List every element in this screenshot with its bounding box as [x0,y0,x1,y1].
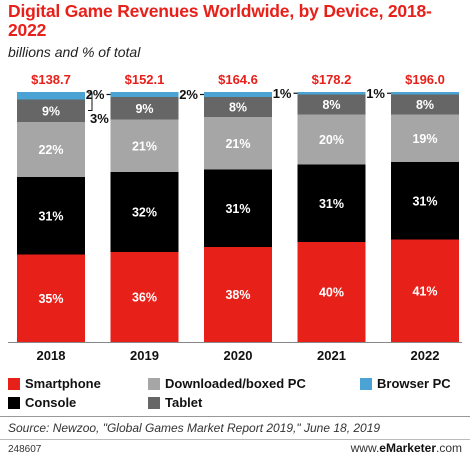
callout-bracket-2018 [88,92,93,111]
bar-segment-console-2018 [17,177,85,255]
source-divider [0,416,470,417]
chart-title: Digital Game Revenues Worldwide, by Devi… [8,1,432,40]
bar-segment-smartphone-2022 [391,239,459,342]
brand-name: eMarketer [379,441,436,455]
legend-item-tablet: Tablet [148,395,202,410]
bar-segment-tablet-2020 [204,97,272,117]
legend-item-browser-pc: Browser PC [360,376,451,391]
chart-subtitle: billions and % of total [8,44,141,60]
bar-segment-browser-pc-2022 [391,92,459,95]
callout-browser-pc-2022: 1% [366,86,391,101]
chart-legend: Smartphone Downloaded/boxed PC Browser P… [8,374,468,414]
legend-label-smartphone: Smartphone [25,376,101,391]
data-label-tablet-2021: 8% [322,98,340,112]
data-label-downloaded-boxed-pc-2020: 21% [225,137,250,151]
data-label-browser-pc-2022: 1% [366,86,385,101]
bar-segment-browser-pc-2021 [297,92,366,95]
callout-browser-pc-2021: 1% [273,86,298,101]
bar-segment-tablet-2022 [391,94,459,115]
bar-segment-tablet-2021 [297,94,366,115]
legend-swatch-downloaded-pc [148,377,160,390]
data-label-console-2018: 31% [38,209,63,223]
data-label-console-2022: 31% [412,194,437,208]
legend-item-smartphone: Smartphone [8,376,101,391]
data-label-browser-pc-2021: 1% [273,86,292,101]
total-label-2021: $178.2 [312,72,352,87]
bar-segment-browser-pc-2018 [17,92,85,100]
callout-browser-pc-2018: 3% [88,92,109,126]
bar-segment-browser-pc-2020 [204,92,272,97]
data-label-smartphone-2022: 41% [412,284,437,298]
data-label-tablet-2019: 9% [135,102,153,116]
x-tick-label-2018: 2018 [37,348,66,363]
data-label-console-2020: 31% [225,202,250,216]
legend-label-tablet: Tablet [165,395,203,410]
legend-item-console: Console [8,395,76,410]
x-tick-label-2022: 2022 [411,348,440,363]
bar-segment-smartphone-2020 [204,247,272,342]
chart-id: 248607 [8,444,42,455]
footer-divider [0,439,470,440]
data-label-smartphone-2020: 38% [225,288,250,302]
data-label-smartphone-2021: 40% [319,286,344,300]
brand-prefix: www. [350,441,380,455]
data-label-console-2021: 31% [319,197,344,211]
data-label-browser-pc-2020: 2% [179,87,198,102]
bar-segment-console-2019 [110,172,179,252]
callout-browser-pc-2019: 2% [86,87,111,102]
bar-segment-downloaded-boxed-pc-2021 [297,114,366,165]
legend-swatch-console [8,396,20,409]
data-label-downloaded-boxed-pc-2021: 20% [319,133,344,147]
callout-browser-pc-2020: 2% [179,87,204,102]
bar-segment-smartphone-2019 [110,252,179,342]
bar-segment-smartphone-2018 [17,254,85,342]
legend-label-downloaded-pc: Downloaded/boxed PC [165,376,306,391]
data-label-downloaded-boxed-pc-2022: 19% [412,132,437,146]
total-label-2022: $196.0 [405,72,445,87]
total-label-2019: $152.1 [125,72,165,87]
stacked-bar-chart: 35% 31% 22% 9% $138.7 2018 36% 32% 21% 9% $152.1 20… [8,72,462,363]
total-label-2020: $164.6 [218,72,258,87]
legend-item-downloaded-pc: Downloaded/boxed PC [148,376,306,391]
data-label-smartphone-2019: 36% [132,291,157,305]
bar-segment-tablet-2018 [17,99,85,122]
bar-segment-browser-pc-2019 [110,92,179,97]
legend-swatch-smartphone [8,377,20,390]
bar-segment-downloaded-boxed-pc-2022 [391,114,459,162]
bar-segment-downloaded-boxed-pc-2018 [17,122,85,177]
x-tick-label-2019: 2019 [130,348,159,363]
legend-swatch-tablet [148,396,160,409]
x-tick-label-2021: 2021 [317,348,346,363]
data-label-console-2019: 32% [132,206,157,220]
bar-segment-tablet-2019 [110,97,179,120]
legend-label-browser-pc: Browser PC [377,376,451,391]
data-label-browser-pc-2018: 3% [90,111,109,126]
bar-segment-smartphone-2021 [297,242,366,342]
source-note: Source: Newzoo, "Global Games Market Rep… [8,421,381,435]
total-label-2018: $138.7 [31,72,71,87]
bar-segment-console-2021 [297,164,366,242]
brand-link[interactable]: www.eMarketer.com [351,441,462,455]
data-label-smartphone-2018: 35% [38,292,63,306]
bar-segment-downloaded-boxed-pc-2020 [204,117,272,170]
legend-swatch-browser-pc [360,377,372,390]
legend-label-console: Console [25,395,77,410]
data-label-downloaded-boxed-pc-2019: 21% [132,139,157,153]
x-tick-label-2020: 2020 [224,348,253,363]
bar-segment-downloaded-boxed-pc-2019 [110,119,179,172]
bar-segment-console-2020 [204,169,272,247]
data-label-tablet-2018: 9% [42,104,60,118]
data-label-tablet-2020: 8% [229,101,247,115]
bar-segment-console-2022 [391,162,459,240]
data-label-tablet-2022: 8% [416,98,434,112]
data-label-downloaded-boxed-pc-2018: 22% [38,143,63,157]
brand-suffix: .com [435,441,462,455]
data-label-browser-pc-2019: 2% [86,87,105,102]
